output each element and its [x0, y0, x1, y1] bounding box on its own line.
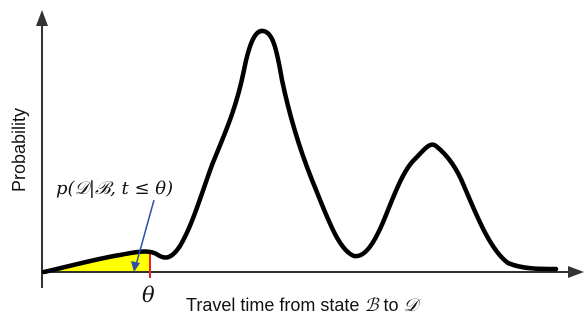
x-axis-label-middle: to	[379, 295, 404, 315]
conditional-probability-annotation: p(𝒟|ℬ, t ≤ θ)	[56, 178, 173, 199]
x-axis-label: Travel time from state ℬ to 𝒟	[186, 295, 422, 316]
threshold-label: θ	[142, 283, 155, 307]
x-axis-label-prefix: Travel time from state	[186, 295, 364, 315]
y-axis-arrowhead	[36, 10, 48, 26]
annotation-arrow	[135, 199, 155, 266]
y-axis-label: Probability	[9, 108, 29, 192]
probability-distribution-curve	[41, 28, 559, 275]
x-axis-label-from-state: ℬ	[364, 295, 380, 316]
x-axis-label-to-state: 𝒟	[404, 295, 422, 316]
annotation-arrowhead	[131, 261, 140, 272]
x-axis-arrowhead	[568, 266, 584, 278]
